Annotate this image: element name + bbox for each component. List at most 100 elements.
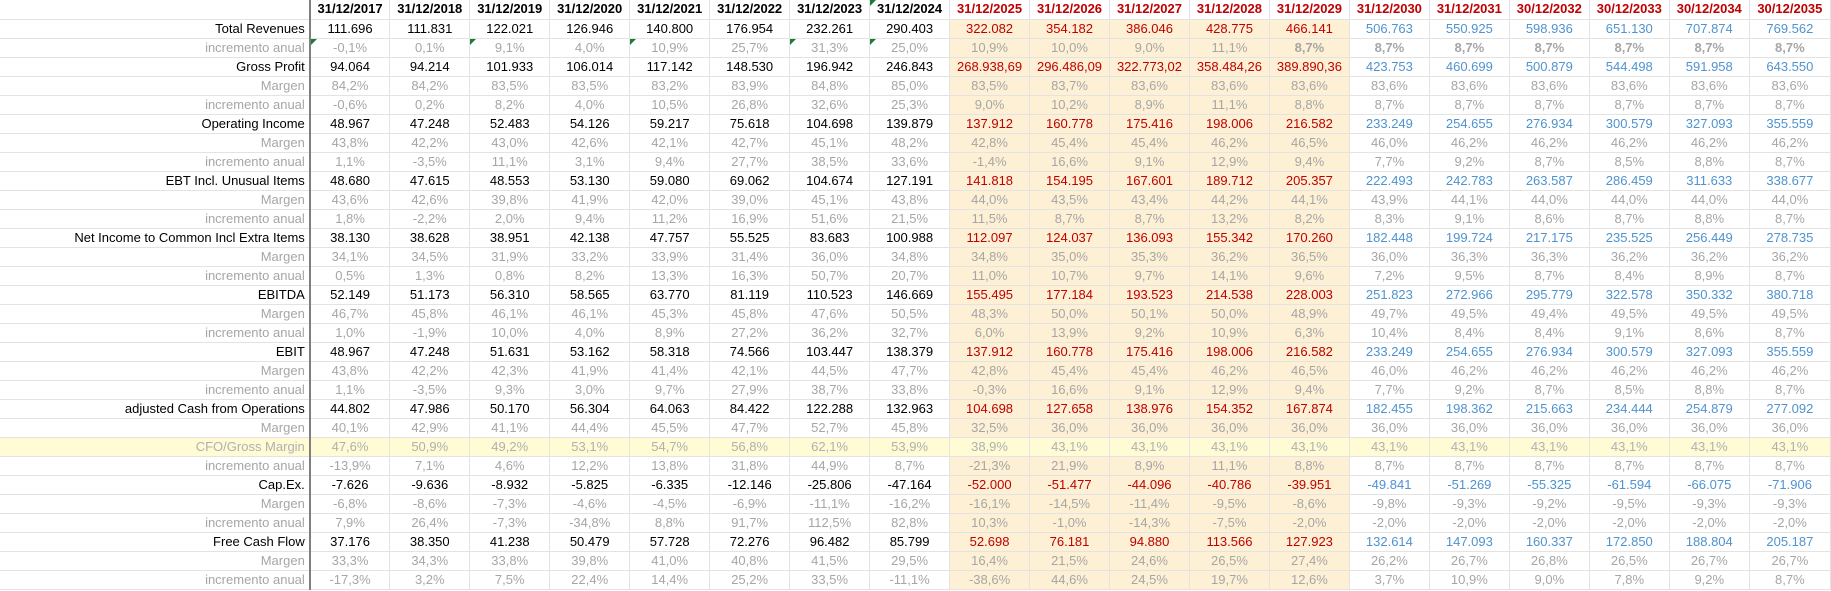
data-cell[interactable]: 8,7% (1429, 38, 1510, 58)
data-cell[interactable]: 160.778 (1029, 114, 1110, 134)
data-cell[interactable]: 167.874 (1269, 399, 1350, 419)
data-cell[interactable]: -9,5% (1189, 494, 1270, 514)
data-cell[interactable]: 216.582 (1269, 342, 1350, 362)
row-label-cell[interactable]: Margen (0, 418, 311, 438)
data-cell[interactable]: -55.325 (1509, 475, 1590, 495)
data-cell[interactable]: 31,3% (789, 38, 871, 58)
data-cell[interactable]: 46,5% (1269, 361, 1350, 381)
data-cell[interactable]: 4,0% (549, 95, 631, 115)
data-cell[interactable]: 42,6% (549, 133, 631, 153)
data-cell[interactable]: 11,0% (949, 266, 1031, 286)
data-cell[interactable]: 3,0% (549, 380, 631, 400)
data-cell[interactable]: 10,9% (1429, 570, 1510, 590)
data-cell[interactable]: 8,9% (1109, 456, 1190, 476)
data-cell[interactable]: -7.626 (309, 475, 391, 495)
data-cell[interactable]: 8,7% (1509, 95, 1590, 115)
data-cell[interactable]: 112.097 (949, 228, 1031, 248)
data-cell[interactable]: 34,1% (309, 247, 391, 267)
data-cell[interactable]: 43,1% (1749, 437, 1831, 457)
data-cell[interactable]: 8,7% (1029, 209, 1110, 229)
data-cell[interactable]: 8,7% (1749, 570, 1831, 590)
data-cell[interactable]: 1,1% (309, 380, 391, 400)
data-cell[interactable]: 26,7% (1669, 551, 1750, 571)
data-cell[interactable]: 59.217 (629, 114, 711, 134)
data-cell[interactable]: 10,0% (469, 323, 551, 343)
data-cell[interactable]: 12,6% (1269, 570, 1350, 590)
data-cell[interactable]: 14,1% (1189, 266, 1270, 286)
data-cell[interactable]: 9,7% (1109, 266, 1190, 286)
data-cell[interactable]: 49,5% (1589, 304, 1670, 324)
data-cell[interactable]: 55.525 (709, 228, 791, 248)
data-cell[interactable]: 21,9% (1029, 456, 1110, 476)
data-cell[interactable]: 33,5% (789, 570, 871, 590)
data-cell[interactable]: 43,5% (1029, 190, 1110, 210)
data-cell[interactable]: 47.248 (389, 342, 471, 362)
data-cell[interactable]: 83,7% (1029, 76, 1110, 96)
data-cell[interactable]: 44,5% (789, 361, 871, 381)
data-cell[interactable]: 48.553 (469, 171, 551, 191)
date-header-cell[interactable]: 31/12/2022 (709, 0, 791, 20)
data-cell[interactable]: 9,2% (1429, 152, 1510, 172)
data-cell[interactable]: 45,8% (709, 304, 791, 324)
data-cell[interactable]: 83,6% (1349, 76, 1430, 96)
data-cell[interactable]: 49,7% (1349, 304, 1430, 324)
data-cell[interactable]: 8,8% (1269, 456, 1350, 476)
row-label-cell[interactable]: incremento anual (0, 456, 311, 476)
data-cell[interactable]: 6,0% (949, 323, 1031, 343)
data-cell[interactable]: 7,1% (389, 456, 471, 476)
data-cell[interactable]: 54,7% (629, 437, 711, 457)
data-cell[interactable]: 9,1% (1429, 209, 1510, 229)
data-cell[interactable]: 36,0% (1509, 418, 1590, 438)
data-cell[interactable]: 175.416 (1109, 114, 1190, 134)
data-cell[interactable]: 127.923 (1269, 532, 1350, 552)
data-cell[interactable]: 44,9% (789, 456, 871, 476)
data-cell[interactable]: 8,2% (1269, 209, 1350, 229)
data-cell[interactable]: 176.954 (709, 19, 791, 39)
data-cell[interactable]: 322.082 (949, 19, 1031, 39)
data-cell[interactable]: 296.486,09 (1029, 57, 1110, 77)
data-cell[interactable]: -9,2% (1509, 494, 1590, 514)
data-cell[interactable]: 46,0% (1349, 361, 1430, 381)
data-cell[interactable]: 36,0% (1349, 418, 1430, 438)
row-label-cell[interactable]: Gross Profit (0, 57, 311, 77)
date-header-cell[interactable]: 31/12/2026 (1029, 0, 1110, 20)
data-cell[interactable]: 9,2% (1429, 380, 1510, 400)
data-cell[interactable]: 111.696 (309, 19, 391, 39)
data-cell[interactable]: 177.184 (1029, 285, 1110, 305)
data-cell[interactable]: 8,7% (1349, 456, 1430, 476)
data-cell[interactable]: 222.493 (1349, 171, 1430, 191)
data-cell[interactable]: 39,8% (469, 190, 551, 210)
data-cell[interactable]: 122.288 (789, 399, 871, 419)
data-cell[interactable]: 47,6% (789, 304, 871, 324)
data-cell[interactable]: 40,1% (309, 418, 391, 438)
data-cell[interactable]: 58.565 (549, 285, 631, 305)
data-cell[interactable]: 46,2% (1509, 133, 1590, 153)
data-cell[interactable]: 52.149 (309, 285, 391, 305)
data-cell[interactable]: 8,4% (1429, 323, 1510, 343)
data-cell[interactable]: 47,7% (709, 418, 791, 438)
data-cell[interactable]: 19,7% (1189, 570, 1270, 590)
data-cell[interactable]: 355.559 (1749, 114, 1831, 134)
data-cell[interactable]: 101.933 (469, 57, 551, 77)
data-cell[interactable]: 84.422 (709, 399, 791, 419)
data-cell[interactable]: -51.477 (1029, 475, 1110, 495)
data-cell[interactable]: 52.698 (949, 532, 1031, 552)
data-cell[interactable]: 8,7% (1429, 456, 1510, 476)
data-cell[interactable]: -7,5% (1189, 513, 1270, 533)
data-cell[interactable]: -66.075 (1669, 475, 1750, 495)
data-cell[interactable]: 8,7% (1429, 95, 1510, 115)
data-cell[interactable]: 106.014 (549, 57, 631, 77)
data-cell[interactable]: 254.655 (1429, 342, 1510, 362)
data-cell[interactable]: 45,3% (629, 304, 711, 324)
data-cell[interactable]: 10,7% (1029, 266, 1110, 286)
data-cell[interactable]: 36,2% (1189, 247, 1270, 267)
data-cell[interactable]: 75.618 (709, 114, 791, 134)
data-cell[interactable]: 50.479 (549, 532, 631, 552)
data-cell[interactable]: 43,1% (1269, 437, 1350, 457)
data-cell[interactable]: 54.126 (549, 114, 631, 134)
data-cell[interactable]: 41.238 (469, 532, 551, 552)
data-cell[interactable]: 48.967 (309, 114, 391, 134)
data-cell[interactable]: -14,5% (1029, 494, 1110, 514)
data-cell[interactable]: 50,0% (1029, 304, 1110, 324)
data-cell[interactable]: 205.187 (1749, 532, 1831, 552)
